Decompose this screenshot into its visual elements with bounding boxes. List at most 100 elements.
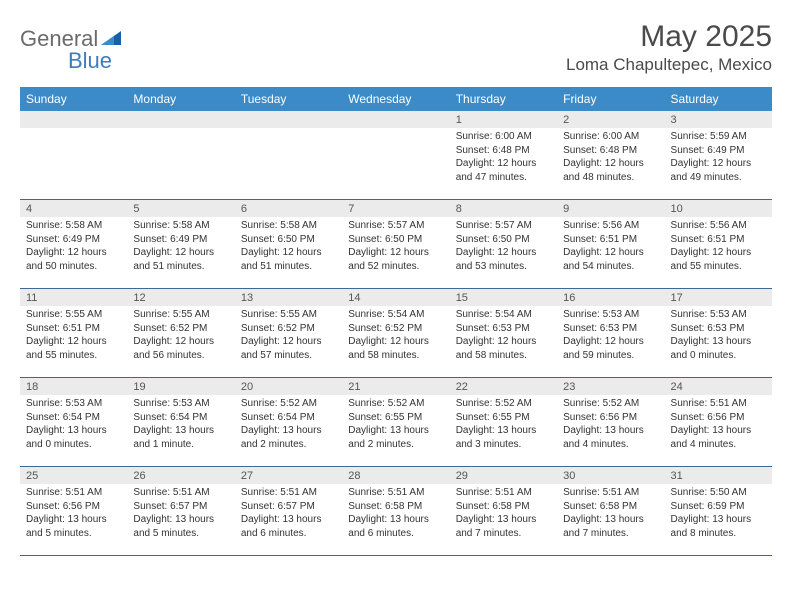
day-cell: 9Sunrise: 5:56 AMSunset: 6:51 PMDaylight… xyxy=(557,200,664,288)
sunset-text: Sunset: 6:54 PM xyxy=(241,411,336,425)
daylight-text: Daylight: 12 hours and 55 minutes. xyxy=(671,246,766,273)
daylight-text: Daylight: 12 hours and 58 minutes. xyxy=(348,335,443,362)
day-number: 12 xyxy=(127,289,234,306)
weeks-container: 1Sunrise: 6:00 AMSunset: 6:48 PMDaylight… xyxy=(20,111,772,556)
logo-word2: Blue xyxy=(68,48,112,73)
sunrise-text: Sunrise: 5:55 AM xyxy=(133,308,228,322)
location-label: Loma Chapultepec, Mexico xyxy=(566,55,772,75)
sunrise-text: Sunrise: 5:59 AM xyxy=(671,130,766,144)
day-body: Sunrise: 5:51 AMSunset: 6:58 PMDaylight:… xyxy=(557,484,664,544)
day-header-wednesday: Wednesday xyxy=(342,87,449,111)
day-cell xyxy=(235,111,342,199)
day-number: 27 xyxy=(235,467,342,484)
day-cell: 30Sunrise: 5:51 AMSunset: 6:58 PMDayligh… xyxy=(557,467,664,555)
day-number: 15 xyxy=(450,289,557,306)
sunrise-text: Sunrise: 5:51 AM xyxy=(456,486,551,500)
day-number: 8 xyxy=(450,200,557,217)
day-cell xyxy=(342,111,449,199)
sunset-text: Sunset: 6:58 PM xyxy=(348,500,443,514)
day-number: 21 xyxy=(342,378,449,395)
day-body: Sunrise: 5:51 AMSunset: 6:56 PMDaylight:… xyxy=(665,395,772,455)
sunset-text: Sunset: 6:59 PM xyxy=(671,500,766,514)
daylight-text: Daylight: 13 hours and 7 minutes. xyxy=(456,513,551,540)
sunrise-text: Sunrise: 5:53 AM xyxy=(671,308,766,322)
sunset-text: Sunset: 6:48 PM xyxy=(563,144,658,158)
sunrise-text: Sunrise: 5:57 AM xyxy=(456,219,551,233)
sunset-text: Sunset: 6:49 PM xyxy=(671,144,766,158)
sunrise-text: Sunrise: 5:53 AM xyxy=(563,308,658,322)
day-number: 24 xyxy=(665,378,772,395)
day-number: 1 xyxy=(450,111,557,128)
day-body: Sunrise: 5:51 AMSunset: 6:57 PMDaylight:… xyxy=(235,484,342,544)
week-row: 4Sunrise: 5:58 AMSunset: 6:49 PMDaylight… xyxy=(20,200,772,289)
week-row: 1Sunrise: 6:00 AMSunset: 6:48 PMDaylight… xyxy=(20,111,772,200)
sunrise-text: Sunrise: 5:51 AM xyxy=(133,486,228,500)
daylight-text: Daylight: 12 hours and 50 minutes. xyxy=(26,246,121,273)
day-body: Sunrise: 5:58 AMSunset: 6:49 PMDaylight:… xyxy=(127,217,234,277)
sunrise-text: Sunrise: 5:52 AM xyxy=(348,397,443,411)
daylight-text: Daylight: 13 hours and 3 minutes. xyxy=(456,424,551,451)
daylight-text: Daylight: 12 hours and 47 minutes. xyxy=(456,157,551,184)
day-number: 11 xyxy=(20,289,127,306)
day-body: Sunrise: 5:52 AMSunset: 6:56 PMDaylight:… xyxy=(557,395,664,455)
sunrise-text: Sunrise: 5:56 AM xyxy=(671,219,766,233)
sunrise-text: Sunrise: 5:53 AM xyxy=(26,397,121,411)
sunset-text: Sunset: 6:53 PM xyxy=(563,322,658,336)
day-cell: 5Sunrise: 5:58 AMSunset: 6:49 PMDaylight… xyxy=(127,200,234,288)
sunset-text: Sunset: 6:56 PM xyxy=(26,500,121,514)
week-row: 25Sunrise: 5:51 AMSunset: 6:56 PMDayligh… xyxy=(20,467,772,556)
day-cell xyxy=(20,111,127,199)
day-number xyxy=(235,111,342,128)
daylight-text: Daylight: 13 hours and 5 minutes. xyxy=(133,513,228,540)
day-body: Sunrise: 6:00 AMSunset: 6:48 PMDaylight:… xyxy=(450,128,557,188)
day-number xyxy=(20,111,127,128)
month-title: May 2025 xyxy=(566,20,772,53)
day-cell: 16Sunrise: 5:53 AMSunset: 6:53 PMDayligh… xyxy=(557,289,664,377)
sunrise-text: Sunrise: 5:50 AM xyxy=(671,486,766,500)
day-cell: 6Sunrise: 5:58 AMSunset: 6:50 PMDaylight… xyxy=(235,200,342,288)
daylight-text: Daylight: 13 hours and 6 minutes. xyxy=(241,513,336,540)
daylight-text: Daylight: 12 hours and 59 minutes. xyxy=(563,335,658,362)
day-cell: 25Sunrise: 5:51 AMSunset: 6:56 PMDayligh… xyxy=(20,467,127,555)
day-cell: 10Sunrise: 5:56 AMSunset: 6:51 PMDayligh… xyxy=(665,200,772,288)
day-cell: 15Sunrise: 5:54 AMSunset: 6:53 PMDayligh… xyxy=(450,289,557,377)
day-body: Sunrise: 5:51 AMSunset: 6:57 PMDaylight:… xyxy=(127,484,234,544)
day-number: 20 xyxy=(235,378,342,395)
day-number: 5 xyxy=(127,200,234,217)
day-body: Sunrise: 5:55 AMSunset: 6:52 PMDaylight:… xyxy=(235,306,342,366)
day-body: Sunrise: 5:53 AMSunset: 6:53 PMDaylight:… xyxy=(557,306,664,366)
daylight-text: Daylight: 13 hours and 5 minutes. xyxy=(26,513,121,540)
sunrise-text: Sunrise: 5:52 AM xyxy=(563,397,658,411)
daylight-text: Daylight: 12 hours and 48 minutes. xyxy=(563,157,658,184)
day-number: 30 xyxy=(557,467,664,484)
day-cell: 28Sunrise: 5:51 AMSunset: 6:58 PMDayligh… xyxy=(342,467,449,555)
sunrise-text: Sunrise: 6:00 AM xyxy=(456,130,551,144)
day-header-friday: Friday xyxy=(557,87,664,111)
day-body: Sunrise: 5:54 AMSunset: 6:52 PMDaylight:… xyxy=(342,306,449,366)
sunrise-text: Sunrise: 6:00 AM xyxy=(563,130,658,144)
day-cell: 22Sunrise: 5:52 AMSunset: 6:55 PMDayligh… xyxy=(450,378,557,466)
day-number: 18 xyxy=(20,378,127,395)
sunset-text: Sunset: 6:49 PM xyxy=(133,233,228,247)
sunset-text: Sunset: 6:56 PM xyxy=(671,411,766,425)
sunset-text: Sunset: 6:52 PM xyxy=(348,322,443,336)
sunset-text: Sunset: 6:57 PM xyxy=(133,500,228,514)
daylight-text: Daylight: 12 hours and 51 minutes. xyxy=(241,246,336,273)
day-body: Sunrise: 5:51 AMSunset: 6:58 PMDaylight:… xyxy=(342,484,449,544)
sunrise-text: Sunrise: 5:58 AM xyxy=(133,219,228,233)
day-header-sunday: Sunday xyxy=(20,87,127,111)
sunrise-text: Sunrise: 5:51 AM xyxy=(26,486,121,500)
day-number: 22 xyxy=(450,378,557,395)
day-cell: 12Sunrise: 5:55 AMSunset: 6:52 PMDayligh… xyxy=(127,289,234,377)
sunrise-text: Sunrise: 5:52 AM xyxy=(456,397,551,411)
daylight-text: Daylight: 12 hours and 53 minutes. xyxy=(456,246,551,273)
sunrise-text: Sunrise: 5:53 AM xyxy=(133,397,228,411)
day-cell: 17Sunrise: 5:53 AMSunset: 6:53 PMDayligh… xyxy=(665,289,772,377)
sunset-text: Sunset: 6:53 PM xyxy=(456,322,551,336)
day-cell: 21Sunrise: 5:52 AMSunset: 6:55 PMDayligh… xyxy=(342,378,449,466)
day-number: 4 xyxy=(20,200,127,217)
sunrise-text: Sunrise: 5:57 AM xyxy=(348,219,443,233)
sunset-text: Sunset: 6:51 PM xyxy=(671,233,766,247)
sunset-text: Sunset: 6:51 PM xyxy=(26,322,121,336)
day-body: Sunrise: 5:58 AMSunset: 6:50 PMDaylight:… xyxy=(235,217,342,277)
